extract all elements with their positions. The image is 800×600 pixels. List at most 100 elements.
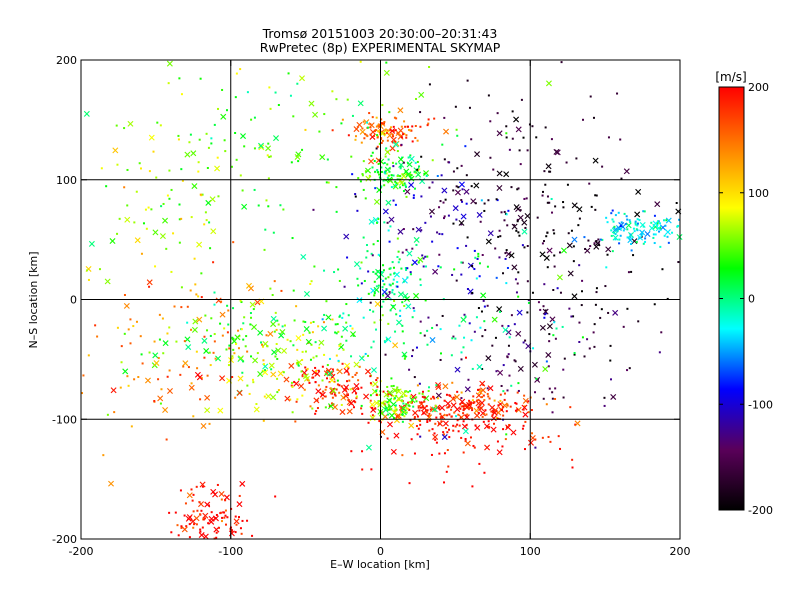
data-point-dot — [662, 219, 665, 222]
data-point-dot — [223, 511, 226, 514]
data-point-dot — [360, 386, 363, 389]
data-point-dot — [402, 190, 405, 193]
data-point-dot — [441, 143, 444, 146]
data-point-dot — [165, 247, 168, 250]
data-point-dot — [457, 413, 460, 416]
data-point-x — [382, 208, 389, 215]
data-point-dot — [406, 125, 409, 128]
data-point-dot — [341, 118, 344, 121]
data-point-dot — [383, 340, 386, 343]
data-point-dot — [396, 255, 399, 258]
data-point-dot — [215, 536, 218, 539]
data-point-dot — [461, 261, 464, 264]
data-point-dot — [415, 243, 418, 246]
data-point-dot — [362, 236, 365, 239]
data-point-dot — [400, 125, 403, 128]
data-point-dot — [610, 212, 613, 215]
data-point-dot — [420, 401, 423, 404]
data-point-dot — [401, 184, 404, 187]
data-point-x — [487, 230, 494, 237]
data-point-dot — [177, 138, 180, 141]
data-point-dot — [377, 130, 380, 133]
data-point-dot — [496, 417, 499, 420]
data-point-x — [383, 391, 390, 398]
data-point-dot — [476, 257, 479, 260]
data-point-dot — [360, 407, 363, 410]
data-point-x — [545, 163, 552, 170]
data-point-dot — [380, 141, 383, 144]
data-point-dot — [543, 240, 546, 243]
data-point-dot — [409, 390, 412, 393]
data-point-dot — [508, 423, 511, 426]
data-point-dot — [188, 536, 191, 539]
data-point-dot — [502, 414, 505, 417]
data-point-dot — [588, 182, 591, 185]
data-point-dot — [81, 392, 84, 395]
data-point-dot — [357, 177, 360, 180]
data-point-x — [358, 355, 365, 362]
data-point-dot — [410, 438, 413, 441]
data-point-dot — [346, 256, 349, 259]
data-point-x — [491, 316, 498, 323]
data-point-dot — [614, 214, 617, 217]
data-point-dot — [552, 334, 555, 337]
data-point-dot — [261, 343, 264, 346]
data-point-dot — [626, 236, 629, 239]
data-point-dot — [548, 170, 551, 173]
data-point-dot — [326, 377, 329, 380]
data-point-dot — [226, 304, 229, 307]
data-point-dot — [643, 210, 646, 213]
data-point-dot — [443, 452, 446, 455]
data-point-x — [610, 393, 617, 400]
data-point-dot — [452, 424, 455, 427]
data-point-dot — [397, 250, 400, 253]
data-point-dot — [394, 180, 397, 183]
data-point-dot — [321, 365, 324, 368]
data-point-dot — [452, 189, 455, 192]
data-point-dot — [234, 131, 237, 134]
data-point-dot — [323, 313, 326, 316]
data-point-dot — [604, 285, 607, 288]
data-point-x — [271, 349, 278, 356]
data-point-dot — [586, 338, 589, 341]
data-point-dot — [394, 129, 397, 132]
data-point-dot — [373, 321, 376, 324]
data-point-x — [152, 352, 159, 359]
data-point-dot — [326, 158, 329, 161]
data-point-dot — [610, 234, 613, 237]
data-point-x — [283, 376, 290, 383]
x-axis-label: E–W location [km] — [330, 558, 430, 571]
data-point-dot — [400, 143, 403, 146]
data-point-x — [458, 181, 465, 188]
data-point-dot — [611, 218, 614, 221]
data-point-dot — [663, 234, 666, 237]
data-point-dot — [386, 163, 389, 166]
data-point-dot — [472, 395, 475, 398]
data-point-x — [496, 170, 503, 177]
data-point-dot — [605, 266, 608, 269]
data-point-x — [300, 253, 307, 260]
data-point-dot — [309, 321, 312, 324]
data-point-dot — [220, 498, 223, 501]
data-point-dot — [435, 324, 438, 327]
data-point-dot — [395, 394, 398, 397]
data-point-dot — [192, 415, 195, 418]
data-point-dot — [410, 174, 413, 177]
data-point-dot — [235, 72, 238, 75]
data-point-x — [372, 381, 379, 388]
data-point-x — [384, 149, 391, 156]
data-point-dot — [559, 291, 562, 294]
data-point-dot — [376, 169, 379, 172]
data-point-dot — [483, 413, 486, 416]
data-point-dot — [320, 393, 323, 396]
data-point-dot — [411, 125, 414, 128]
data-point-dot — [396, 175, 399, 178]
data-point-dot — [473, 249, 476, 252]
data-point-dot — [489, 156, 492, 159]
data-point-dot — [197, 295, 200, 298]
data-point-dot — [491, 344, 494, 347]
data-point-dot — [461, 401, 464, 404]
data-point-dot — [462, 409, 465, 412]
data-point-dot — [525, 197, 528, 200]
data-point-dot — [323, 353, 326, 356]
